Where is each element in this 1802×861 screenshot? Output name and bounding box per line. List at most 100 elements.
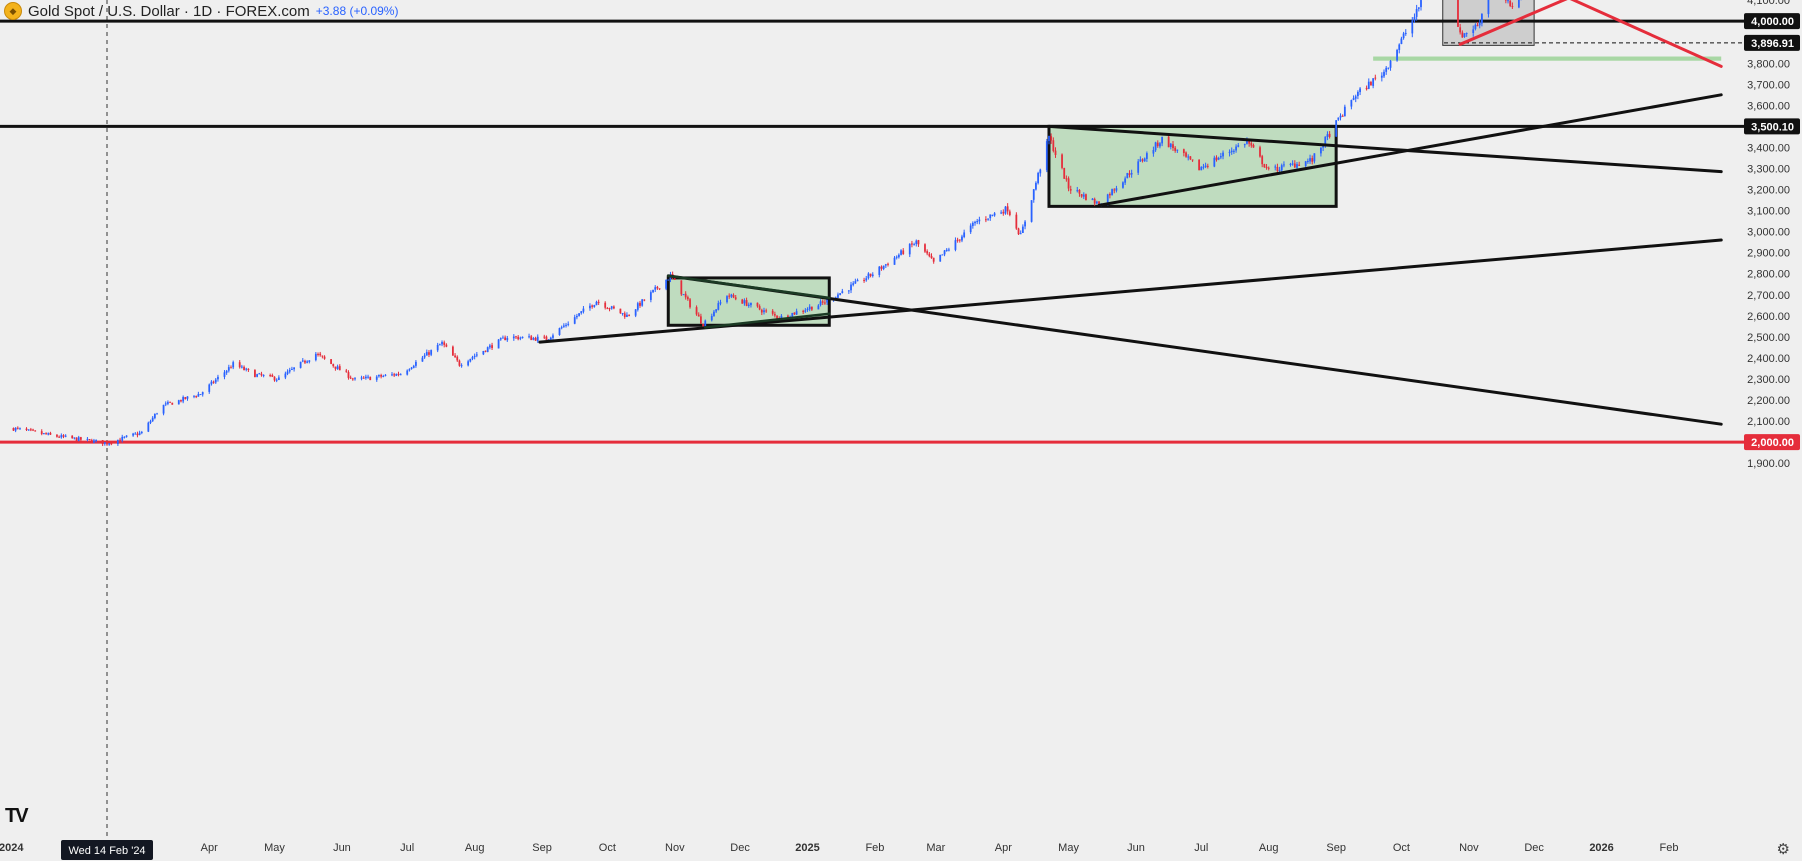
candle-body (1045, 141, 1048, 171)
tradingview-logo-icon[interactable]: TV (5, 805, 29, 827)
candle-body (238, 362, 241, 368)
candle-body (497, 339, 500, 349)
candle-body (680, 280, 683, 295)
candle-body (1293, 163, 1296, 168)
candle-body (543, 336, 546, 338)
candle-body (978, 219, 981, 222)
candle-body (29, 429, 32, 431)
candle-body (58, 436, 61, 438)
price-badge-label: 3,500.10 (1751, 121, 1794, 133)
trend-line[interactable] (1443, 0, 1723, 68)
candle-body (1372, 78, 1375, 86)
symbol-title[interactable]: Gold Spot / U.S. Dollar · 1D · FOREX.com (28, 2, 310, 20)
x-tick-label: Oct (1393, 842, 1410, 854)
candle-body (623, 313, 626, 317)
candle-body (1078, 189, 1081, 194)
candle-body (1115, 188, 1118, 191)
candle-body (908, 243, 911, 255)
trend-line[interactable] (666, 274, 1723, 426)
candle-body (756, 302, 759, 307)
candle-body (974, 221, 976, 224)
candle-body (306, 361, 309, 363)
candle-body (1324, 136, 1327, 146)
candle-body (1206, 165, 1209, 167)
candle-body (32, 429, 34, 431)
candle-body (636, 303, 639, 310)
candle-body (484, 350, 487, 352)
candle-body (1152, 150, 1155, 154)
candle-body (1267, 167, 1270, 169)
candle-body (534, 337, 537, 341)
candle-body (1304, 161, 1307, 166)
candle-body (628, 315, 631, 317)
consolidation-box[interactable] (1047, 124, 1338, 208)
settings-gear-icon[interactable]: ⚙ (1776, 841, 1790, 858)
candle-body (153, 413, 156, 419)
candle-body (991, 214, 994, 216)
candle-body (441, 341, 443, 345)
price-badge (1744, 434, 1800, 451)
candle-body (1400, 38, 1403, 45)
x-tick-label: Nov (1459, 842, 1479, 854)
candle-body (1354, 96, 1357, 99)
candle-body (1291, 163, 1294, 165)
candle-body (64, 435, 67, 437)
candle-body (1122, 182, 1124, 188)
candle-body (1276, 167, 1279, 172)
candle-body (1202, 166, 1205, 168)
candle-body (1067, 178, 1070, 189)
candle-body (412, 365, 415, 368)
candle-body (275, 379, 278, 381)
candle-body (469, 358, 472, 362)
x-tick-label: Apr (995, 842, 1012, 854)
candle-body (1311, 158, 1314, 162)
candle-body (682, 294, 685, 296)
candle-body (1476, 25, 1479, 27)
candle-body (591, 305, 594, 307)
candle-body (1111, 189, 1113, 196)
candle-body (958, 239, 961, 241)
candle-body (808, 306, 811, 310)
candle-body (360, 377, 363, 379)
candle-body (1380, 75, 1383, 78)
candle-body (177, 400, 180, 405)
candle-body (552, 335, 554, 338)
trend-line[interactable] (1458, 0, 1721, 46)
candle-body (1370, 81, 1372, 86)
candle-body (1387, 67, 1390, 69)
candle-body (1139, 159, 1142, 162)
candle-body (1015, 214, 1018, 229)
candle-body (1082, 194, 1085, 197)
candle-body (136, 433, 139, 436)
candle-body (167, 402, 169, 404)
candle-body (1030, 200, 1033, 222)
candle-body (573, 317, 576, 324)
candle-body (649, 292, 652, 300)
candle-body (893, 257, 896, 265)
trend-line[interactable] (704, 312, 831, 329)
candle-body (1309, 158, 1311, 162)
candle-body (147, 422, 150, 432)
y-tick-label: 2,100.00 (1747, 416, 1790, 428)
candle-body (1222, 152, 1224, 157)
candle-body (286, 371, 289, 374)
trend-line[interactable] (1047, 124, 1723, 174)
candle-body (1465, 33, 1468, 35)
candle-body (1004, 206, 1007, 214)
candle-body (247, 368, 250, 370)
price-axis-panel[interactable] (1744, 0, 1802, 861)
candle-body (1065, 178, 1068, 180)
candle-body (225, 370, 228, 373)
candle-body (1415, 9, 1418, 17)
candle-body (652, 289, 654, 293)
candle-body (961, 236, 963, 241)
candle-body (491, 345, 493, 349)
trend-line[interactable] (667, 274, 831, 300)
candle-body (95, 440, 98, 442)
trend-line[interactable] (1097, 93, 1723, 207)
candle-body (658, 288, 661, 290)
candle-body (438, 344, 441, 346)
candle-body (475, 354, 478, 356)
price-badge-label: 2,000.00 (1751, 437, 1794, 449)
